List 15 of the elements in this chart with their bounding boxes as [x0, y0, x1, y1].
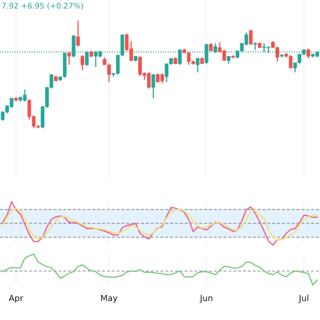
x-tick-label: Apr	[8, 294, 24, 303]
candlestick	[76, 20, 80, 48]
x-tick-label: May	[101, 294, 118, 303]
x-tick-label: Jul	[298, 294, 308, 303]
candlestick	[248, 30, 253, 45]
candlestick	[306, 48, 310, 59]
candlestick	[288, 54, 292, 69]
candlestick	[67, 51, 71, 66]
candlestick	[222, 49, 226, 62]
x-tick-label: Jun	[200, 294, 212, 303]
candlestick	[186, 51, 191, 66]
candlestick	[196, 58, 200, 73]
candlestick	[160, 72, 164, 84]
candlestick	[152, 74, 156, 99]
candlestick	[80, 54, 84, 71]
